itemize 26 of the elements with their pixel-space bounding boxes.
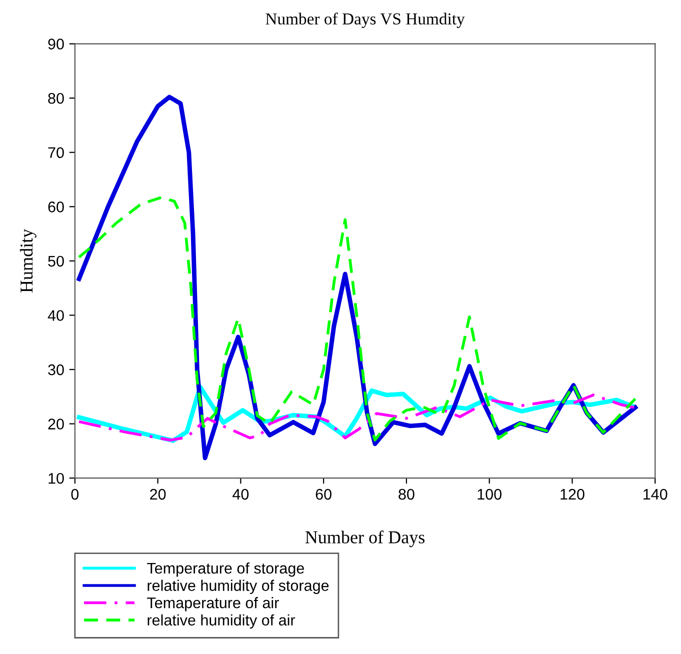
line-series (78, 196, 637, 442)
x-tick-label: 0 (71, 488, 79, 500)
y-tick-label: 40 (48, 310, 64, 321)
chart-title: Number of Days VS Humdity (266, 12, 465, 28)
legend-label: relative humidity of storage (148, 580, 329, 594)
x-tick-label: 20 (150, 488, 166, 500)
legend-label: Temaperature of air (147, 597, 279, 612)
y-axis-title: Humdity (20, 228, 36, 293)
x-axis-title: Number of Days (305, 530, 425, 548)
legend-label: Temperature of storage (147, 562, 304, 577)
legend-label: relative humidity of air (148, 614, 296, 629)
y-tick-label: 20 (48, 418, 64, 430)
x-tick-label: 80 (398, 488, 414, 500)
y-tick-label: 30 (48, 364, 64, 376)
y-tick-label: 10 (48, 472, 64, 484)
y-tick-label: 80 (48, 92, 64, 104)
y-tick-label: 70 (48, 147, 64, 158)
y-tick-label: 50 (48, 256, 64, 267)
y-tick-label: 60 (48, 202, 64, 212)
x-tick-label: 140 (644, 488, 668, 500)
x-tick-label: 120 (560, 488, 584, 500)
line-series (78, 394, 636, 442)
y-tick-label: 90 (48, 38, 64, 50)
x-tick-label: 100 (478, 488, 502, 500)
x-tick-label: 40 (232, 488, 249, 500)
x-tick-label: 60 (316, 488, 332, 500)
